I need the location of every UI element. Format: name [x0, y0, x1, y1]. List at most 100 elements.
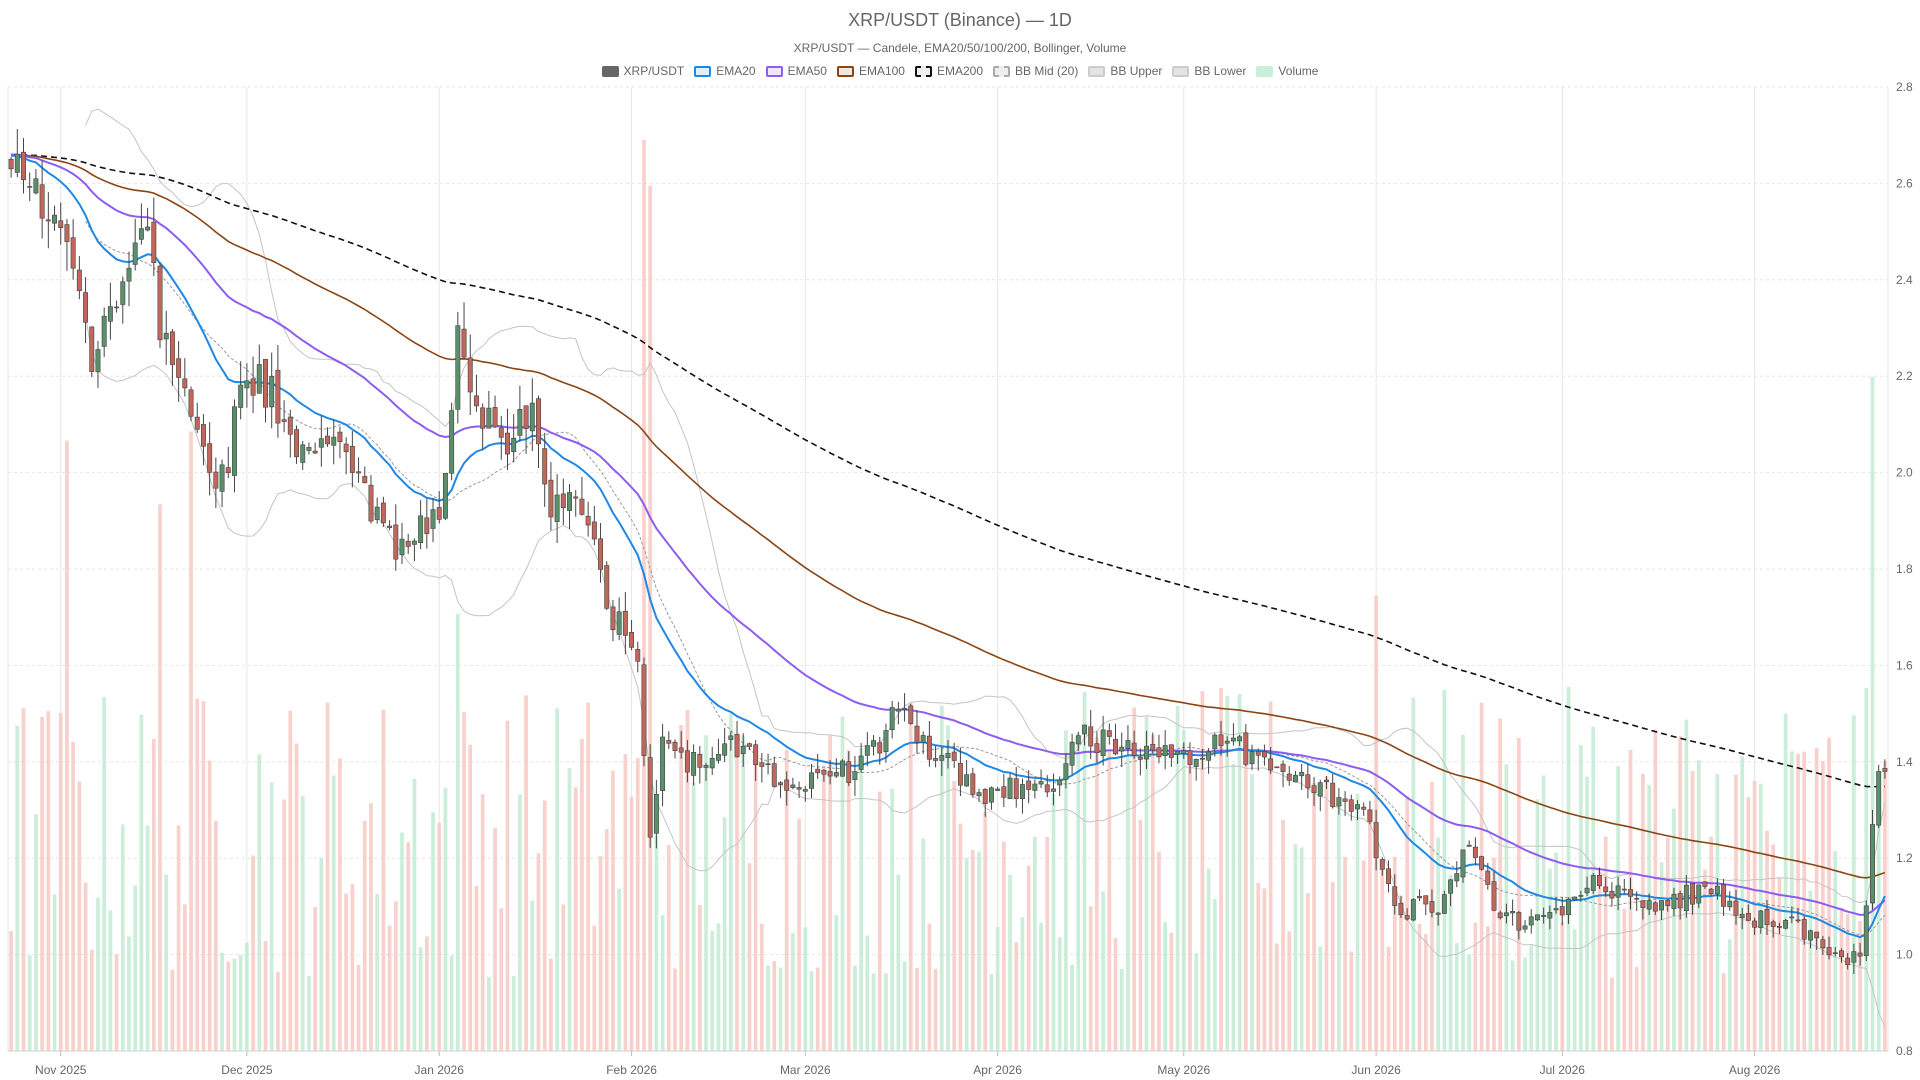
volume-bar: [1485, 926, 1490, 1051]
candle-body: [1199, 757, 1205, 760]
candle-body: [1305, 774, 1311, 789]
volume-bar: [865, 935, 870, 1051]
candle-body: [759, 762, 765, 767]
candle-body: [821, 769, 827, 775]
volume-bar: [449, 955, 454, 1051]
legend-swatch: [836, 65, 854, 77]
candle-body: [70, 237, 76, 269]
volume-bar: [1516, 737, 1521, 1051]
volume-bar: [1337, 805, 1341, 1051]
volume-bar: [1312, 783, 1316, 1051]
candle-body: [207, 443, 213, 473]
candle-body: [746, 743, 752, 747]
candle-body: [1553, 908, 1559, 911]
volume-bar: [791, 932, 795, 1051]
candle-body: [1503, 912, 1509, 917]
volume-bar: [505, 720, 510, 1051]
legend-item[interactable]: Volume: [1256, 64, 1318, 78]
candle-body: [1770, 921, 1776, 927]
candle-body: [1472, 846, 1478, 858]
candle-body: [1019, 784, 1025, 800]
legend-item[interactable]: BB Upper: [1088, 64, 1162, 78]
volume-bar: [1082, 691, 1087, 1051]
candle-body: [740, 745, 746, 755]
candle-body: [1665, 900, 1671, 907]
legend-item[interactable]: EMA100: [836, 64, 905, 78]
volume-bar: [480, 794, 485, 1051]
candle-body: [567, 492, 572, 511]
candle-body: [89, 326, 95, 372]
candle-body: [988, 787, 994, 803]
candle-body: [1206, 751, 1212, 761]
volume-bar: [1399, 895, 1403, 1051]
volume-bar: [722, 817, 727, 1051]
candle-body: [1559, 906, 1565, 916]
x-tick-label: Dec 2025: [221, 1063, 273, 1077]
legend-item[interactable]: BB Lower: [1172, 64, 1246, 78]
candle-body: [492, 407, 498, 428]
volume-bar: [654, 835, 659, 1051]
volume-bar: [1033, 836, 1037, 1051]
legend-item[interactable]: BB Mid (20): [993, 64, 1078, 78]
candle-body: [1628, 889, 1633, 897]
legend-item[interactable]: EMA50: [765, 64, 827, 78]
volume-bar: [1473, 922, 1478, 1051]
x-tick-label: Apr 2026: [973, 1063, 1022, 1077]
volume-bar: [356, 964, 361, 1051]
volume-bar: [251, 855, 255, 1051]
legend-label: XRP/USDT: [623, 64, 685, 78]
volume-bar: [1653, 729, 1658, 1051]
volume-bar: [276, 972, 280, 1051]
volume-bar: [300, 795, 305, 1051]
legend-item[interactable]: EMA20: [694, 64, 756, 78]
volume-bar: [1361, 860, 1366, 1051]
candle-body: [1721, 884, 1727, 907]
volume-bar: [201, 701, 206, 1051]
candle-body: [1801, 919, 1807, 940]
candle-body: [672, 741, 678, 751]
volume-bar: [697, 905, 702, 1051]
candle-body: [660, 736, 666, 792]
candle-body: [976, 792, 982, 797]
candle-body: [1230, 737, 1236, 742]
volume-bar: [1144, 716, 1149, 1051]
volume-bar: [1442, 689, 1447, 1051]
candle-body: [33, 178, 39, 194]
candle-body: [1572, 896, 1578, 900]
volume-bar: [1752, 780, 1757, 1051]
volume-bar: [840, 716, 845, 1051]
candle-body: [1776, 926, 1782, 928]
volume-bar: [598, 856, 603, 1051]
candle-body: [529, 402, 535, 432]
candle-body: [194, 416, 200, 430]
volume-bar: [393, 901, 398, 1051]
candle-body: [591, 521, 597, 540]
candle-body: [1832, 952, 1838, 955]
candle-body: [1541, 915, 1547, 917]
candle-body: [505, 432, 510, 455]
candle-body: [1057, 779, 1063, 786]
candle-body: [1137, 756, 1143, 760]
candle-body: [678, 747, 684, 753]
volume-bar: [877, 791, 882, 1051]
volume-bar: [772, 961, 777, 1051]
candle-body: [1479, 856, 1485, 870]
volume-bar: [822, 765, 826, 1051]
legend-item[interactable]: XRP/USDT: [601, 64, 685, 78]
candle-body: [132, 242, 138, 265]
candle-body: [294, 429, 299, 458]
volume-bar: [704, 735, 708, 1051]
volume-bar: [1026, 865, 1031, 1051]
candle-body: [622, 610, 628, 636]
volume-bar: [1039, 922, 1043, 1051]
candle-body: [1069, 741, 1075, 766]
candle-body: [473, 395, 479, 407]
candle-body: [864, 745, 870, 756]
volume-bar: [1454, 943, 1459, 1051]
candle-body: [1714, 885, 1720, 895]
candle-body: [902, 708, 908, 710]
candle-body: [753, 744, 759, 765]
legend-item[interactable]: EMA200: [914, 64, 983, 78]
volume-bar: [803, 927, 808, 1051]
